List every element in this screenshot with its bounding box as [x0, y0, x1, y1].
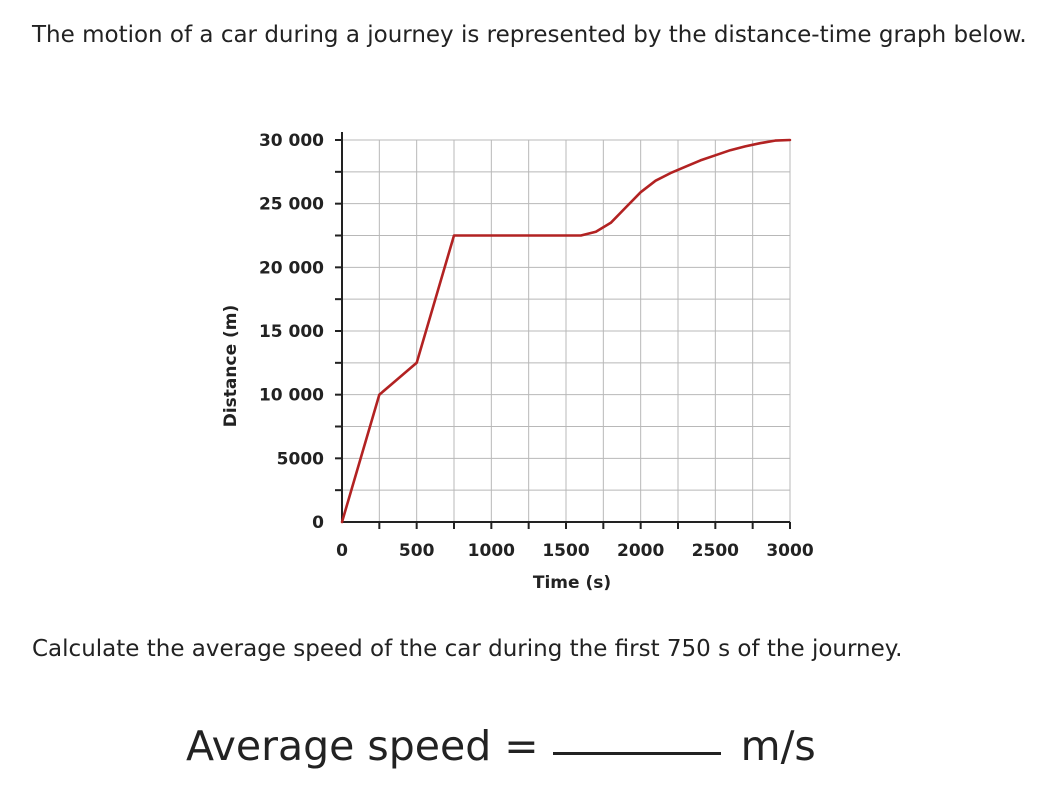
answer-row: Average speed = m/s	[186, 718, 816, 774]
answer-label: Average speed =	[186, 722, 539, 770]
x-axis-label: Time (s)	[533, 573, 611, 593]
x-tick-label: 3000	[766, 541, 813, 561]
x-tick-label: 500	[399, 541, 435, 561]
answer-input[interactable]	[552, 718, 721, 755]
distance-time-line	[340, 138, 792, 524]
distance-time-chart: 0 500 1000 1500 2000 2500 3000 0 5000 10 000 15 00…	[221, 131, 814, 593]
answer-unit: m/s	[740, 722, 816, 770]
y-tick-label: 30 000	[259, 131, 324, 151]
x-tick-label: 2500	[692, 541, 739, 561]
y-tick-label: 20 000	[259, 258, 324, 278]
chart-grid	[342, 139, 791, 522]
x-tick-label: 1000	[468, 541, 515, 561]
y-tick-label: 15 000	[259, 322, 324, 342]
chart-series	[340, 138, 792, 524]
x-tick-label: 0	[336, 541, 348, 561]
x-tick-label: 2000	[617, 541, 664, 561]
chart-axes	[335, 132, 791, 529]
y-tick-label: 25 000	[259, 195, 324, 215]
question-intro: The motion of a car during a journey is …	[32, 22, 1027, 48]
chart-ticks: 0 500 1000 1500 2000 2500 3000 0 5000 10 000 15 00…	[259, 131, 814, 561]
y-axis-label: Distance (m)	[221, 305, 241, 428]
x-tick-label: 1500	[542, 541, 589, 561]
y-tick-label: 0	[312, 513, 324, 533]
y-tick-label: 10 000	[259, 386, 324, 406]
question-prompt: Calculate the average speed of the car d…	[32, 636, 903, 662]
y-tick-label: 5000	[277, 449, 324, 469]
